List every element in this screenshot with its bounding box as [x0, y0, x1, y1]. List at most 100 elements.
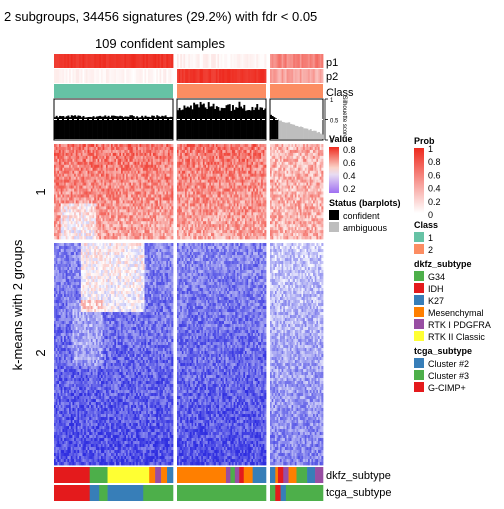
track-label-p2: p2	[326, 71, 338, 83]
legend-value-tick: 0.2	[343, 184, 356, 194]
track-label-p1: p1	[326, 57, 338, 69]
legend-dkfz-label: G34	[428, 272, 445, 282]
dkfz-subtype-segment	[167, 467, 173, 483]
legend-status-title: Status (barplots)	[329, 198, 401, 208]
tcga-subtype-segment	[54, 485, 90, 501]
dkfz-subtype-segment	[315, 467, 323, 483]
legend-status-items: confident ambiguous	[329, 210, 388, 233]
dkfz-subtype-segment	[278, 467, 284, 483]
legend-prob-colorbar	[414, 148, 424, 213]
legend-class-label: 1	[428, 233, 433, 243]
silhouette-bar	[171, 117, 173, 139]
class-track-segment	[270, 84, 323, 98]
heatmap-body	[54, 144, 323, 465]
legend-value-tick: 0.8	[343, 145, 356, 155]
legend-dkfz-swatch	[414, 283, 424, 293]
legend-class-swatch	[414, 232, 424, 242]
legend-prob-tick: 0	[428, 210, 433, 220]
legend-dkfz-swatch	[414, 271, 424, 281]
silhouette-bar	[321, 135, 323, 140]
tcga-subtype-segment	[99, 485, 108, 501]
p2-cell	[264, 69, 266, 83]
dkfz-subtype-segment	[149, 467, 155, 483]
legend-status-label: ambiguous	[343, 223, 388, 233]
row-group-label-1: 1	[33, 188, 48, 195]
legend-dkfz-label: RTK II Classic	[428, 332, 485, 342]
legend-tcga-title: tcga_subtype	[414, 346, 472, 356]
p2-cell	[171, 69, 173, 83]
dkfz-subtype-segment	[54, 467, 90, 483]
dkfz-subtype-segment	[226, 467, 231, 483]
p2-cell	[321, 69, 323, 83]
tcga-subtype-segment	[286, 485, 323, 501]
legend-prob-tick: 0.6	[428, 170, 441, 180]
bottom-annotation-tracks	[54, 467, 323, 501]
class-track-segment	[177, 84, 266, 98]
legend-dkfz-items: G34 IDH K27 Mesenchymal RTK I PDGFRA RTK II C…	[414, 271, 491, 342]
legend-value-title: Value	[329, 134, 353, 144]
dkfz-subtype-segment	[235, 467, 240, 483]
dkfz-subtype-segment	[108, 467, 150, 483]
legend-dkfz-label: IDH	[428, 284, 444, 294]
dkfz-subtype-segment	[239, 467, 244, 483]
tcga-subtype-segment	[143, 485, 173, 501]
legend-dkfz-title: dkfz_subtype	[414, 259, 472, 269]
track-label-dkfz-subtype: dkfz_subtype	[326, 470, 391, 482]
legend-tcga-label: Cluster #3	[428, 371, 469, 381]
silhouette-tick-label: 0.5	[330, 119, 339, 125]
class-track-segment	[54, 84, 173, 98]
legend-tcga-swatch	[414, 382, 424, 392]
legend-value-tick: 0.6	[343, 158, 356, 168]
dkfz-subtype-segment	[230, 467, 235, 483]
chart-title: 2 subgroups, 34456 signatures (29.2%) wi…	[4, 9, 317, 24]
silhouette-barplot	[54, 99, 323, 140]
legend-dkfz-swatch	[414, 331, 424, 341]
legend-value-colorbar	[329, 147, 339, 193]
legend-dkfz-swatch	[414, 319, 424, 329]
tcga-subtype-segment	[108, 485, 144, 501]
tcga-subtype-segment	[281, 485, 287, 501]
dkfz-subtype-segment	[161, 467, 167, 483]
legend-prob-tick: 0.4	[428, 184, 441, 194]
silhouette-bar	[264, 108, 266, 139]
tcga-subtype-segment	[275, 485, 281, 501]
legend-class-items: 12	[414, 232, 433, 255]
chart-subtitle: 109 confident samples	[95, 36, 226, 51]
dkfz-subtype-segment	[289, 467, 297, 483]
tcga-subtype-segment	[270, 485, 276, 501]
dkfz-subtype-segment	[244, 467, 253, 483]
p1-cell	[264, 54, 266, 68]
legend-prob-tick: 1	[428, 144, 433, 154]
legend-dkfz-swatch	[414, 295, 424, 305]
legend-dkfz-label: Mesenchymal	[428, 308, 484, 318]
legend-prob-tick: 0.8	[428, 157, 441, 167]
legend-dkfz-label: K27	[428, 296, 444, 306]
legend-status-swatch	[329, 210, 339, 220]
legend-class-title: Class	[414, 220, 438, 230]
heatmap-panel-1	[54, 144, 173, 465]
dkfz-subtype-segment	[275, 467, 278, 483]
row-group-label-2: 2	[33, 349, 48, 356]
p1-cell	[321, 54, 323, 68]
legend-tcga-swatch	[414, 370, 424, 380]
legend-dkfz-label: RTK I PDGFRA	[428, 320, 491, 330]
heatmap-panel-3	[270, 144, 323, 465]
dkfz-subtype-segment	[297, 467, 308, 483]
legend-value-ticks: 0.8 0.6 0.4 0.2	[343, 145, 356, 194]
legend-status-label: confident	[343, 211, 380, 221]
row-title: k-means with 2 groups	[10, 239, 25, 370]
dkfz-subtype-segment	[90, 467, 108, 483]
legend-dkfz-swatch	[414, 307, 424, 317]
heatmap-panel-2	[177, 144, 266, 465]
tcga-subtype-segment	[90, 485, 100, 501]
legend-prob-tick: 0.2	[428, 197, 441, 207]
legend-tcga-label: Cluster #2	[428, 359, 469, 369]
silhouette-axis-title: Silhouette score	[341, 95, 347, 139]
legend-prob-ticks: 1 0.8 0.6 0.4 0.2 0	[428, 144, 441, 220]
dkfz-subtype-segment	[177, 467, 226, 483]
dkfz-subtype-segment	[270, 467, 276, 483]
legend-value-tick: 0.4	[343, 171, 356, 181]
